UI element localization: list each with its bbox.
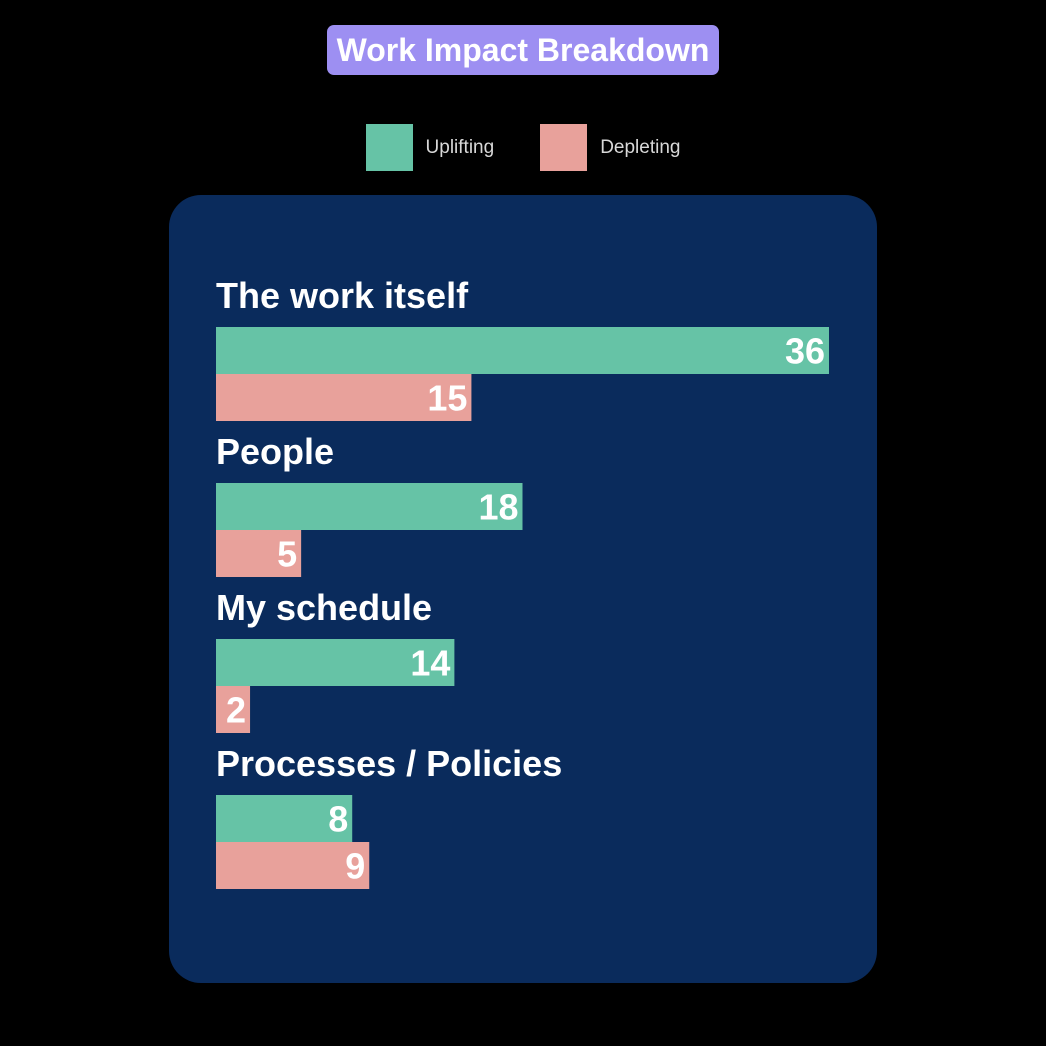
bar-uplifting — [216, 327, 829, 374]
bar-uplifting — [216, 639, 455, 686]
value-label-depleting: 15 — [427, 378, 467, 419]
legend-swatch-depleting — [540, 124, 588, 171]
bar-uplifting — [216, 795, 353, 842]
category-label: People — [216, 431, 334, 472]
chart-title: Work Impact Breakdown — [326, 25, 720, 75]
value-label-uplifting: 14 — [410, 643, 450, 684]
value-label-uplifting: 8 — [328, 799, 348, 840]
category-group: People 18 5 — [216, 431, 523, 577]
bar-uplifting — [216, 483, 523, 530]
value-label-uplifting: 18 — [478, 487, 518, 528]
category-label: My schedule — [216, 587, 432, 628]
legend-item-uplifting: Uplifting — [365, 124, 495, 171]
category-label: The work itself — [216, 275, 469, 316]
category-group: The work itself 36 15 — [216, 275, 829, 421]
title-wrapper: Work Impact Breakdown — [0, 25, 1046, 75]
legend-item-depleting: Depleting — [540, 124, 680, 171]
category-group: My schedule 14 2 — [216, 587, 455, 733]
value-label-uplifting: 36 — [785, 331, 825, 372]
chart-panel: The work itself 36 15 People 18 5 My schedule 1… — [169, 195, 877, 983]
bar-depleting — [216, 374, 472, 421]
legend-swatch-uplifting — [365, 124, 413, 171]
legend-label-depleting: Depleting — [600, 136, 681, 158]
category-label: Processes / Policies — [216, 743, 562, 784]
legend: Uplifting Depleting — [0, 124, 1046, 171]
bar-depleting — [216, 842, 370, 889]
legend-label-uplifting: Uplifting — [425, 136, 495, 158]
bar-chart: The work itself 36 15 People 18 5 My schedule 1… — [216, 275, 829, 889]
bar-depleting — [216, 530, 302, 577]
value-label-depleting: 9 — [345, 846, 365, 887]
bar-depleting — [216, 686, 251, 733]
category-group: Processes / Policies 8 9 — [216, 743, 562, 889]
value-label-depleting: 5 — [277, 534, 297, 575]
value-label-depleting: 2 — [226, 690, 246, 731]
